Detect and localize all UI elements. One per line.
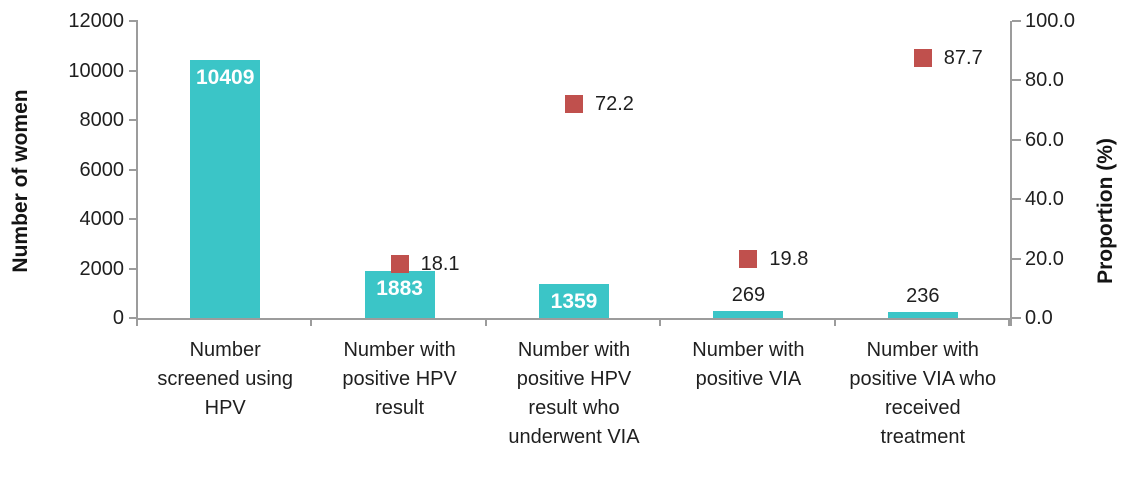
left-y-axis-line [136, 21, 138, 326]
right-axis-tick-mark [1012, 198, 1021, 201]
right-axis-tick-label: 80.0 [1025, 69, 1064, 92]
proportion-value-label: 18.1 [420, 253, 460, 276]
x-category-label: Number with positive VIA [692, 339, 805, 390]
x-axis-line [136, 318, 1012, 320]
left-axis-tick-mark [129, 119, 138, 121]
bar-3 [713, 311, 784, 318]
left-axis-tick-label: 4000 [79, 208, 125, 230]
left-axis-tick-label: 12000 [68, 10, 124, 32]
left-axis-tick-mark [129, 267, 138, 270]
left-axis-tick-label: 6000 [79, 158, 125, 181]
bar-value-label: 1883 [376, 277, 423, 301]
x-axis-tick-mark [136, 318, 138, 326]
x-axis-tick-mark [310, 318, 313, 326]
left-axis-tick-mark [129, 69, 138, 72]
bar-value-label: 10409 [195, 66, 255, 90]
proportion-value-label: 72.2 [595, 92, 634, 115]
right-axis-tick-mark [1012, 79, 1021, 82]
proportion-marker [739, 250, 758, 269]
bar-1 [364, 271, 435, 318]
left-axis-tick-label: 8000 [79, 109, 125, 131]
x-axis-tick-mark [484, 318, 487, 326]
left-axis-tick-label: 0 [112, 307, 124, 329]
right-axis-tick-mark [1012, 20, 1021, 22]
x-axis-tick-mark [1008, 318, 1010, 326]
bar-2 [539, 284, 609, 318]
left-axis-title: Number of women [9, 89, 32, 273]
bar-4 [887, 312, 958, 318]
bar-value-label: 1359 [550, 290, 598, 314]
bar-value-label: 236 [906, 285, 940, 308]
right-axis-tick-label: 40.0 [1025, 188, 1064, 211]
left-axis-tick-label: 10000 [68, 59, 124, 82]
left-axis-tick-label: 2000 [79, 257, 125, 280]
right-axis-tick-label: 100.0 [1025, 10, 1076, 32]
x-axis-tick-mark [659, 318, 662, 326]
right-axis-tick-label: 20.0 [1025, 247, 1064, 270]
x-category-label: Number with positive VIA who received tr… [849, 339, 997, 448]
x-category-label: Number screened using HPV [157, 339, 294, 419]
right-axis-tick-label: 0.0 [1025, 307, 1053, 329]
x-category-label: Number with positive HPV result who unde… [508, 339, 640, 448]
bar-value-label: 269 [731, 284, 766, 307]
right-axis-tick-mark [1012, 317, 1021, 319]
left-axis-tick-mark [129, 20, 138, 22]
x-axis-tick-mark [833, 318, 836, 326]
proportion-value-label: 87.7 [943, 46, 983, 69]
left-axis-tick-mark [129, 317, 138, 319]
right-axis-tick-label: 60.0 [1025, 128, 1064, 151]
bar-0 [190, 60, 261, 318]
right-axis-tick-mark [1012, 138, 1021, 141]
proportion-marker [390, 255, 409, 274]
proportion-marker [565, 94, 583, 113]
left-axis-tick-mark [129, 218, 138, 220]
x-category-label: Number with positive HPV result [342, 339, 457, 419]
proportion-value-label: 19.8 [769, 248, 809, 271]
left-axis-tick-mark [129, 168, 138, 171]
proportion-marker [913, 48, 932, 67]
right-axis-tick-mark [1012, 257, 1021, 260]
right-y-axis-line [1010, 21, 1012, 326]
